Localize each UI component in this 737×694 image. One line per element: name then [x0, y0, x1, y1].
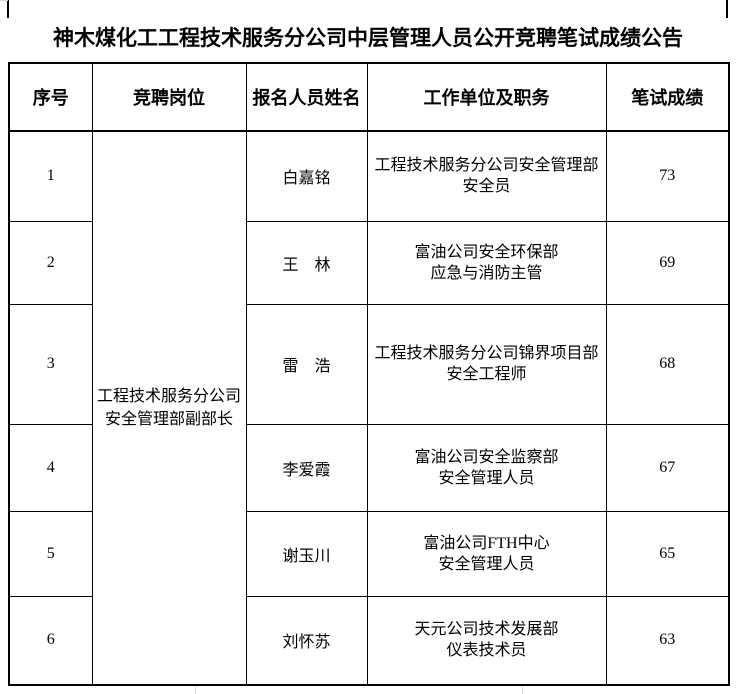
unit-line1: 富油公司安全监察部	[414, 448, 559, 466]
unit-line1: 工程技术服务分公司锦界项目部	[374, 345, 599, 362]
page-title: 神木煤化工工程技术服务分公司中层管理人员公开竞聘笔试成绩公告	[53, 27, 683, 50]
header-score: 笔试成绩	[605, 62, 730, 132]
cell-name: 雷 浩	[245, 303, 368, 425]
cell-score: 69	[605, 220, 730, 305]
unit-line2: 应急与消防主管	[430, 264, 543, 282]
position-line2: 安全管理部副部长	[104, 411, 233, 428]
cell-score: 73	[605, 130, 730, 222]
cell-score: 67	[605, 423, 730, 512]
table-row: 3 雷 浩 工程技术服务分公司锦界项目部 安全工程师 68	[8, 303, 730, 425]
position-line1: 工程技术服务分公司	[96, 388, 241, 405]
faint-gridline	[522, 686, 523, 694]
unit-line2: 仪表技术员	[446, 642, 527, 660]
gridline-stub-right	[726, 0, 728, 18]
unit-line2: 安全管理人员	[438, 555, 535, 573]
header-unit: 工作单位及职务	[366, 62, 607, 132]
cell-unit: 工程技术服务分公司锦界项目部 安全工程师	[366, 303, 607, 425]
unit-line1: 工程技术服务分公司安全管理部	[374, 157, 599, 175]
cell-serial: 6	[8, 595, 93, 686]
table-row: 1 工程技术服务分公司 安全管理部副部长 白嘉铭 工程技术服务分公司安全管理部 …	[8, 130, 730, 686]
unit-line2: 安全管理人员	[438, 469, 535, 487]
unit-line2: 安全员	[462, 178, 511, 196]
cell-serial: 5	[8, 510, 93, 597]
header-row: 序号 竞聘岗位 报名人员姓名 工作单位及职务 笔试成绩	[8, 62, 730, 132]
cell-unit: 富油公司安全环保部 应急与消防主管	[366, 220, 607, 305]
cell-position-merged: 工程技术服务分公司 安全管理部副部长	[91, 130, 247, 686]
unit-line1: 富油公司安全环保部	[414, 243, 559, 261]
header-serial: 序号	[8, 62, 93, 132]
gridline-stub-left	[7, 0, 9, 18]
header-position: 竞聘岗位	[91, 62, 247, 132]
unit-line1: 天元公司技术发展部	[414, 621, 559, 639]
cell-unit: 工程技术服务分公司安全管理部 安全员	[366, 130, 607, 222]
faint-gridline	[195, 686, 196, 694]
cell-name: 王 林	[245, 220, 368, 305]
cell-unit: 富油公司安全监察部 安全管理人员	[366, 423, 607, 512]
cell-score: 65	[605, 510, 730, 597]
cell-serial: 4	[8, 423, 93, 512]
cell-unit: 天元公司技术发展部 仪表技术员	[366, 595, 607, 686]
cell-score: 63	[605, 595, 730, 686]
score-table: 序号 竞聘岗位 报名人员姓名 工作单位及职务 笔试成绩 1 工程技术服务分公司 …	[8, 62, 730, 686]
unit-line2: 安全工程师	[446, 366, 527, 383]
unit-line1: 富油公司FTH中心	[423, 534, 550, 552]
cell-serial: 1	[8, 130, 93, 222]
cell-score: 68	[605, 303, 730, 425]
header-name: 报名人员姓名	[245, 62, 368, 132]
cell-serial: 2	[8, 220, 93, 305]
cell-name: 谢玉川	[245, 510, 368, 597]
cell-name: 李爱霞	[245, 423, 368, 512]
table-row: 5 谢玉川 富油公司FTH中心 安全管理人员 65	[8, 510, 730, 597]
cell-unit: 富油公司FTH中心 安全管理人员	[366, 510, 607, 597]
table-row: 4 李爱霞 富油公司安全监察部 安全管理人员 67	[8, 423, 730, 512]
cell-name: 刘怀苏	[245, 595, 368, 686]
faint-gridline	[0, 0, 8, 1]
cell-name: 白嘉铭	[245, 130, 368, 222]
cell-serial: 3	[8, 303, 93, 425]
table-row: 6 刘怀苏 天元公司技术发展部 仪表技术员 63	[8, 595, 730, 686]
